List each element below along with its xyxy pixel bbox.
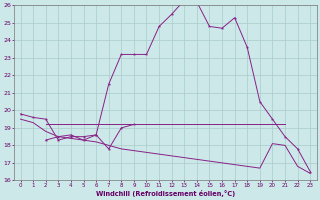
X-axis label: Windchill (Refroidissement éolien,°C): Windchill (Refroidissement éolien,°C) [96,190,235,197]
